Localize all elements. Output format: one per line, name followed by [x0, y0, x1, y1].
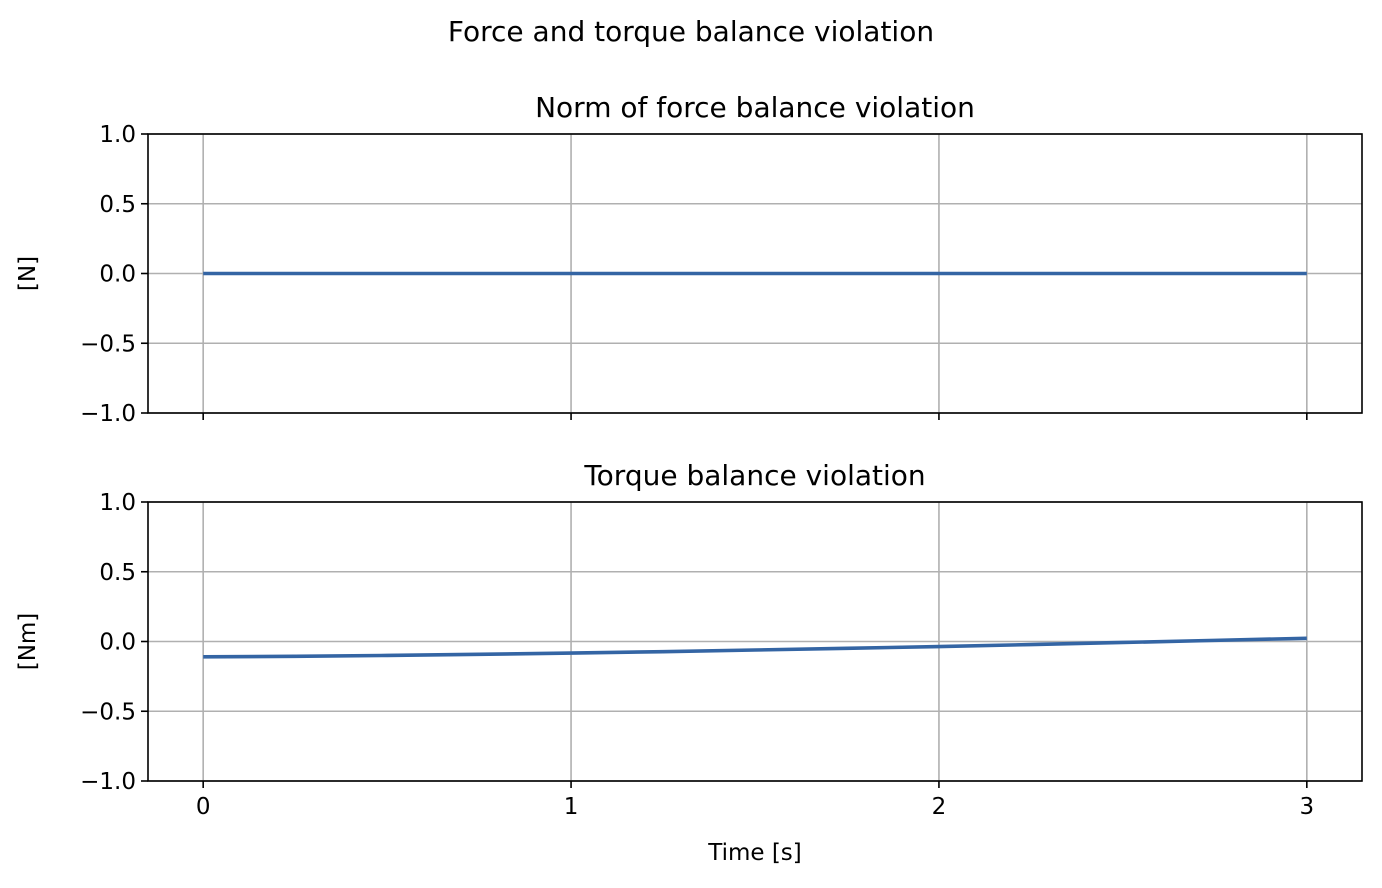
y-tick-label: 0.5 — [99, 192, 136, 218]
y-tick-label: −1.0 — [80, 401, 136, 427]
y-tick-label: 0.0 — [99, 262, 136, 288]
x-tick-label: 2 — [932, 794, 947, 820]
y-tick-label: −1.0 — [80, 769, 136, 795]
panel-title: Norm of force balance violation — [535, 91, 975, 124]
x-tick-label: 3 — [1299, 794, 1314, 820]
y-tick-label: 1.0 — [99, 490, 136, 516]
y-axis-label: [Nm] — [15, 613, 41, 671]
y-tick-label: 0.5 — [99, 560, 136, 586]
y-tick-label: 1.0 — [99, 122, 136, 148]
chart-panels: Norm of force balance violation 1.0 0.5 0.0… — [15, 91, 1363, 866]
x-axis-label: Time [s] — [707, 840, 802, 866]
series-line-1 — [203, 636, 1307, 659]
figure-title: Force and torque balance violation — [448, 15, 934, 48]
x-tick-label: 0 — [196, 794, 211, 820]
y-tick-label: −0.5 — [80, 331, 136, 357]
x-tick-label: 1 — [564, 794, 579, 820]
y-tick-label: −0.5 — [80, 699, 136, 725]
panel-title: Torque balance violation — [583, 459, 925, 492]
chart-panel-2: Torque balance violation 0 1 2 3 1.0 0.5 0.0 −0.… — [15, 459, 1363, 866]
y-tick-label: 0.0 — [99, 630, 136, 656]
chart-panel-1: Norm of force balance violation 1.0 0.5 0.0… — [15, 91, 1363, 427]
y-axis-label: [N] — [15, 256, 41, 291]
